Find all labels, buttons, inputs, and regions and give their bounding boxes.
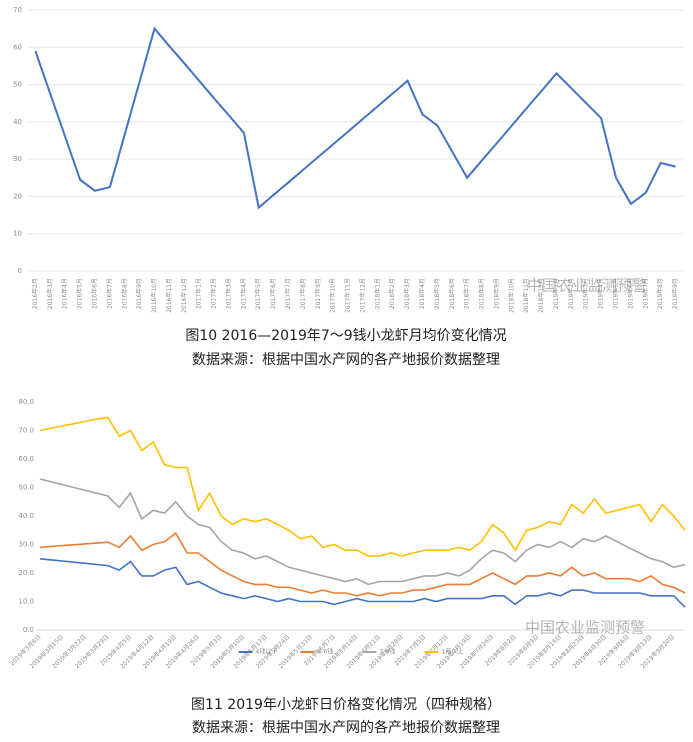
x-tick-label: 2016年10月 [150, 278, 158, 313]
x-tick-label: 2018年11月 [522, 278, 530, 313]
y-tick-label: 70 [13, 6, 22, 14]
y-tick-label: 10.0 [18, 598, 34, 606]
x-tick-label: 2018年5月 [433, 278, 441, 309]
x-tick-label: 2017年9月 [314, 278, 322, 309]
y-tick-label: 40.0 [18, 512, 34, 520]
x-tick-label: 2016年12月 [180, 278, 188, 313]
x-tick-label: 2019年6月 [626, 278, 634, 309]
data-line [39, 531, 686, 597]
x-tick-label: 2016年6月 [90, 278, 98, 309]
watermark: 中国农业监测预警 [527, 277, 647, 295]
y-tick-label: 30.0 [18, 541, 34, 549]
x-tick-label: 2017年7月 [284, 278, 292, 309]
y-tick-label: 80.0 [18, 398, 34, 406]
x-tick-label: 2017年2月 [210, 278, 218, 309]
x-tick-label: 2018年12月 [537, 278, 545, 313]
y-tick-label: 0 [18, 267, 22, 275]
x-tick-label: 2016年2月 [31, 278, 39, 309]
x-tick-label: 2018年10月 [507, 278, 515, 313]
y-tick-label: 70.0 [18, 427, 34, 435]
x-tick-label: 2018年9月 [492, 278, 500, 309]
y-tick-label: 30 [13, 155, 22, 163]
x-tick-label: 2019年4月 [597, 278, 605, 309]
x-tick-label: 2018年4月 [418, 278, 426, 309]
x-tick-label: 2018年6月 [448, 278, 456, 309]
x-tick-label: 2017年5月 [254, 278, 262, 309]
x-tick-label: 2016年11月 [165, 278, 173, 313]
legend-label: 4-6钱 [318, 648, 334, 656]
data-line [34, 26, 676, 210]
y-tick-label: 50.0 [18, 484, 34, 492]
y-tick-label: 20.0 [18, 569, 34, 577]
x-tick-label: 2016年5月 [76, 278, 84, 309]
x-tick-label: 2019年3月 [582, 278, 590, 309]
y-tick-label: 40 [13, 118, 22, 126]
x-tick-label: 2016年9月 [135, 278, 143, 309]
x-tick-label: 2019年9月 [671, 278, 679, 309]
x-tick-label: 2017年3月 [224, 278, 232, 309]
data-line [39, 558, 686, 608]
y-tick-label: 10 [13, 230, 22, 238]
x-tick-label: 2017年6月 [269, 278, 277, 309]
watermark: 中国农业监测预警 [525, 619, 645, 637]
legend-label: 4钱以下 [256, 648, 278, 656]
y-tick-label: 60.0 [18, 455, 34, 463]
legend-label: 7-9钱 [380, 648, 396, 656]
x-tick-label: 2018年1月 [373, 278, 381, 309]
x-tick-label: 2017年8月 [299, 278, 307, 309]
x-tick-label: 2017年11月 [344, 278, 352, 313]
y-tick-label: 60 [13, 43, 22, 51]
x-tick-label: 2019年2月 [567, 278, 575, 309]
x-tick-label: 2019年7月 [641, 278, 649, 309]
x-tick-label: 2016年8月 [120, 278, 128, 309]
data-line [39, 478, 686, 586]
y-tick-label: 50 [13, 81, 22, 89]
caption: 图10 2016—2019年7～9钱小龙虾月均价变化情况 [185, 328, 506, 344]
y-tick-label: 0.0 [23, 626, 34, 634]
x-tick-label: 2016年4月 [61, 278, 69, 309]
legend-label: 1两以上 [442, 648, 464, 656]
data-line [39, 416, 686, 557]
x-tick-label: 2018年3月 [403, 278, 411, 309]
x-tick-label: 2017年4月 [239, 278, 247, 309]
caption: 图11 2019年小龙虾日价格变化情况（四种规格） [191, 697, 501, 713]
y-tick-label: 20 [13, 192, 22, 200]
x-tick-label: 2016年7月 [105, 278, 113, 309]
x-tick-label: 2017年10月 [329, 278, 337, 313]
x-tick-label: 2019年8月 [656, 278, 664, 309]
x-tick-label: 2018年7月 [463, 278, 471, 309]
source: 数据来源：根据中国水产网的各产地报价数据整理 [192, 352, 500, 368]
x-tick-label: 2017年12月 [358, 278, 366, 313]
x-tick-label: 2018年2月 [388, 278, 396, 309]
source: 数据来源：根据中国水产网的各产地报价数据整理 [192, 720, 500, 736]
x-tick-label: 2019年5月 [612, 278, 620, 309]
x-tick-label: 2017年1月 [195, 278, 203, 309]
x-tick-label: 2018年8月 [478, 278, 486, 309]
x-tick-label: 2016年3月 [46, 278, 54, 309]
x-tick-label: 2019年1月 [552, 278, 560, 309]
